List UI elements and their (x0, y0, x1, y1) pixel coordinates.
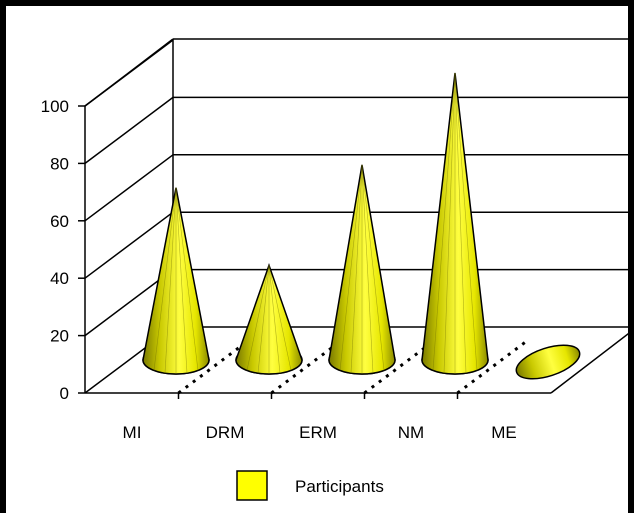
cone-drm (235, 263, 303, 375)
legend: Participants (236, 470, 384, 501)
x-tick-label-erm: ERM (299, 423, 337, 442)
y-tick-label: 60 (50, 212, 69, 231)
y-tick-label: 100 (41, 97, 69, 116)
gridline-side (84, 211, 174, 279)
cone-chart: 0 20 40 60 80 100 MI DRM ERM NM ME Participants (41, 38, 634, 501)
cone-facet (432, 72, 456, 371)
cone-facet (257, 265, 270, 374)
cone-nm (421, 72, 489, 375)
x-tick-label-drm: DRM (206, 423, 245, 442)
cone-erm (328, 164, 396, 375)
cone-facet (175, 187, 199, 371)
cone-facet (164, 187, 177, 374)
cone-me (515, 344, 581, 380)
x-tick-label-me: ME (491, 423, 517, 442)
floor-separator (456, 339, 529, 395)
cone-base (515, 344, 581, 380)
cone-facet (268, 265, 281, 374)
cone-facet (361, 164, 385, 371)
floor-right-edge (550, 328, 634, 394)
category-labels: MI DRM ERM NM ME (123, 423, 517, 442)
cone-facet (268, 265, 292, 371)
gridline-side (84, 154, 174, 222)
cone-facet (454, 72, 478, 371)
floor-separator (177, 339, 250, 395)
cone-facet (361, 164, 374, 374)
y-axis-ticks: 0 20 40 60 80 100 (41, 97, 85, 403)
y-tick-label: 40 (50, 269, 69, 288)
legend-label-participants: Participants (295, 477, 384, 496)
y-tick-label: 80 (50, 154, 69, 173)
cone-facet (454, 72, 467, 374)
x-tick-label-nm: NM (398, 423, 424, 442)
y-tick-label: 0 (60, 384, 69, 403)
cone-facet (246, 265, 270, 371)
legend-swatch (236, 470, 268, 501)
y-tick-label: 20 (50, 327, 69, 346)
cone-mi (142, 187, 210, 375)
cone-facet (153, 187, 177, 371)
cone-facet (339, 164, 363, 371)
gridline-side (84, 96, 174, 164)
cone-facet (350, 164, 363, 374)
x-tick-label-mi: MI (123, 423, 142, 442)
gridline-side (84, 39, 174, 107)
gridlines (84, 39, 634, 337)
cone-facet (175, 187, 188, 374)
cones (142, 72, 581, 380)
cone-facet (443, 72, 456, 374)
